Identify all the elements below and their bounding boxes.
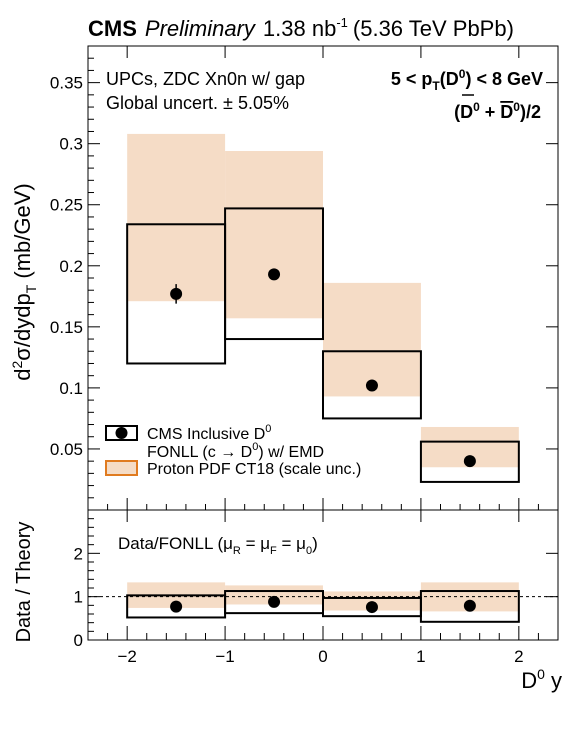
chart-header: CMS Preliminary 1.38 nb-1 (5.36 TeV PbPb)	[88, 15, 514, 41]
ratio-title-main: Data/FONLL	[118, 534, 213, 553]
ratio-title-a: (μ	[217, 534, 232, 553]
legend-data-sup: 0	[265, 423, 271, 435]
ylabel-rest: σ/dydp	[10, 293, 35, 360]
ratio-fonll-boxes	[126, 590, 520, 623]
xlabel-rest: y	[545, 668, 562, 693]
ratio-y-axis-label: Data / Theory	[13, 522, 35, 643]
legend-pdf-swatch	[105, 460, 138, 476]
x-axis-label: D0 y	[521, 666, 562, 693]
ratio-title: Data/FONLL (μR = μF = μ0)	[118, 534, 318, 557]
lumi-value: 1.38 nb	[263, 16, 336, 41]
legend-fonll-label: FONLL (c → D0) w/ EMD	[147, 441, 324, 461]
pt-range-left: 5 < p	[391, 69, 433, 89]
top-fonll-box-2	[322, 350, 422, 420]
top-fonll-box-3	[419, 440, 520, 483]
top-fonll-box-1	[224, 207, 324, 341]
ylabel-sub: T	[23, 284, 39, 293]
pt-range-sub: T	[432, 79, 440, 93]
legend-fonll-b: ) w/ EMD	[258, 444, 324, 461]
ratio-title-s3: 0	[306, 545, 312, 557]
top-data-point-0	[170, 287, 183, 300]
top-fonll-boxes	[126, 207, 520, 483]
ratio-title-c: = μ	[277, 534, 306, 553]
top-ytick-label-0: 0.05	[50, 440, 83, 459]
bot-data-point-2	[365, 601, 378, 614]
species-a: (D	[454, 102, 473, 122]
xlabel-sup: 0	[537, 666, 545, 682]
top-pdf-band-0	[127, 133, 226, 302]
legend-data-label: CMS Inclusive D0	[147, 423, 271, 443]
pt-range-right: ) < 8 GeV	[465, 69, 543, 89]
lumi-exponent: -1	[336, 15, 348, 30]
ratio-x-axis: −2 −1 0 1 2	[107, 510, 539, 666]
top-pdf-bands	[127, 133, 519, 468]
bot-data-point-3	[463, 599, 476, 612]
top-ytick-label-5: 0.3	[59, 135, 83, 154]
top-ytick-label-3: 0.2	[59, 257, 83, 276]
top-ytick-label-6: 0.35	[50, 74, 83, 93]
top-y-axis: 0.05 0.1 0.15 0.2 0.25 0.3 0.35	[50, 57, 558, 499]
bot-fonll-box-3	[419, 590, 520, 623]
legend-fonll-a: FONLL (c → D	[147, 444, 252, 461]
ratio-panel-frame	[87, 509, 559, 641]
xtick-label-0: −2	[117, 647, 136, 666]
ratio-y-axis: 0 1 2	[74, 518, 558, 650]
legend-data-marker	[115, 427, 128, 439]
top-ytick-label-1: 0.1	[59, 379, 83, 398]
ratio-title-s1: R	[233, 545, 241, 557]
status-label: Preliminary	[145, 16, 257, 41]
legend-data-text: CMS Inclusive D	[147, 426, 265, 443]
top-y-axis-label: d2σ/dydpT (mb/GeV)	[9, 183, 39, 380]
species-dbar: D	[500, 102, 513, 122]
energy-label: (5.36 TeV PbPb)	[353, 16, 514, 41]
species-sup1: 0	[473, 100, 480, 114]
selection-annotation: UPCs, ZDC Xn0n w/ gap	[106, 69, 305, 89]
xtick-label-3: 1	[416, 647, 425, 666]
legend-pdf-label: Proton PDF CT18 (scale unc.)	[147, 461, 361, 478]
top-pdf-band-2	[323, 282, 421, 397]
pt-range-sup: 0	[459, 67, 466, 81]
ratio-title-b: = μ	[241, 534, 270, 553]
top-data-point-2	[365, 379, 378, 392]
bot-ytick-label-2: 2	[74, 544, 83, 563]
bot-ytick-label-0: 0	[74, 631, 83, 650]
xtick-label-2: 0	[318, 647, 327, 666]
bot-data-point-1	[268, 595, 281, 608]
top-pdf-band-1	[225, 151, 323, 319]
pt-range-mid: (D	[440, 69, 459, 89]
ylabel-d: d	[10, 368, 35, 380]
ylabel-unit: (mb/GeV)	[10, 183, 35, 284]
bot-data-point-0	[170, 600, 183, 613]
top-ytick-label-2: 0.15	[50, 318, 83, 337]
ratio-title-s2: F	[270, 545, 277, 557]
ratio-title-d: )	[312, 534, 318, 553]
xlabel-d: D	[521, 668, 537, 693]
species-sup2: 0	[513, 100, 520, 114]
species-b: +	[480, 102, 501, 122]
top-x-ticks	[107, 46, 539, 510]
species-annotation: (D0 + D0)/2	[454, 100, 541, 122]
xtick-label-4: 2	[514, 647, 523, 666]
pt-range-annotation: 5 < pT(D0) < 8 GeV	[391, 67, 543, 93]
ratio-data-points	[170, 595, 476, 614]
legend-data-swatch	[105, 425, 138, 441]
legend: CMS Inclusive D0 FONLL (c → D0) w/ EMD P…	[105, 423, 361, 478]
ylabel-sup: 2	[9, 360, 25, 368]
xtick-label-1: −1	[215, 647, 234, 666]
top-data-points	[170, 268, 476, 468]
top-data-point-3	[463, 455, 476, 468]
top-data-point-1	[268, 268, 281, 281]
top-ytick-label-4: 0.25	[50, 196, 83, 215]
legend-fonll-sup: 0	[252, 441, 258, 453]
species-c: )/2	[520, 102, 541, 122]
global-uncert-annotation: Global uncert. ± 5.05%	[106, 93, 289, 113]
experiment-label: CMS	[88, 16, 137, 41]
bot-ytick-label-1: 1	[74, 588, 83, 607]
